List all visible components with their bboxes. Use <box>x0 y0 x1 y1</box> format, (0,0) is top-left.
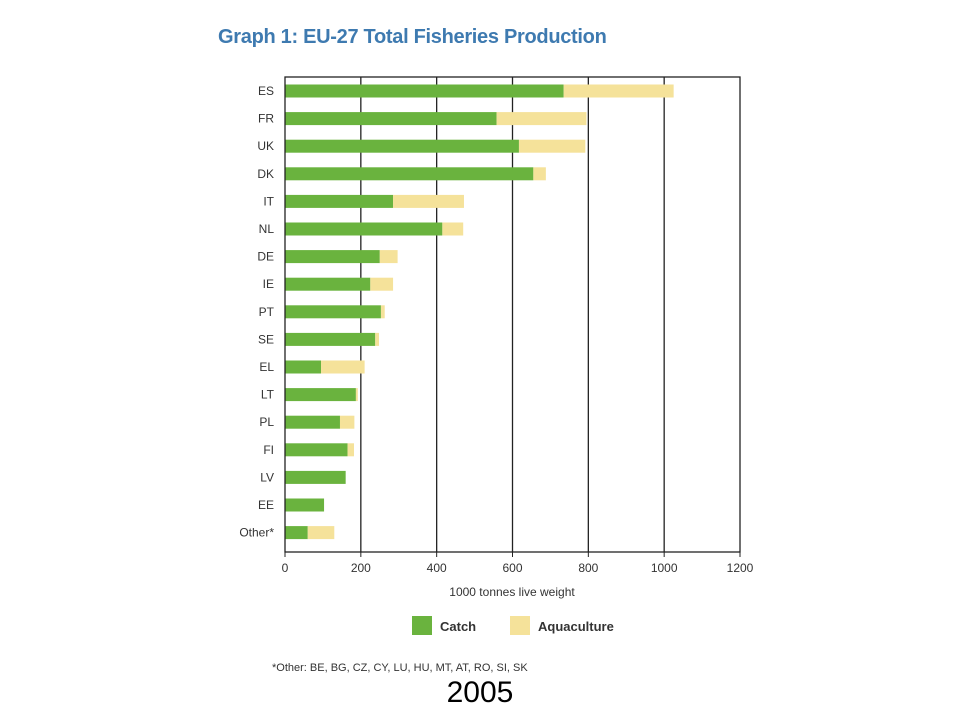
bar-aquaculture-de <box>379 250 398 264</box>
category-label: DK <box>257 167 274 181</box>
bar-aquaculture-ie <box>370 277 394 291</box>
category-label: Other* <box>239 526 274 540</box>
category-label: EE <box>258 498 274 512</box>
bar-catch-lv <box>285 470 346 484</box>
legend-label-catch: Catch <box>440 619 476 634</box>
bar-catch-dk <box>285 167 534 181</box>
legend-label-aquaculture: Aquaculture <box>538 619 614 634</box>
legend-swatch-aquaculture <box>510 616 530 635</box>
bar-catch-other <box>285 526 308 540</box>
bar-catch-es <box>285 84 564 98</box>
category-label: FI <box>263 443 274 457</box>
bar-catch-ee <box>285 498 325 512</box>
category-label: PL <box>259 415 274 429</box>
bar-aquaculture-other <box>307 526 335 540</box>
x-tick-label: 1000 <box>651 561 678 575</box>
category-labels: ES FR UK DK IT NL DE IE PT SE EL LT PL FI LV EE Other* <box>239 84 274 540</box>
bar-catch-pl <box>285 415 340 429</box>
bar-catch-pt <box>285 305 381 319</box>
x-tick-label: 0 <box>282 561 289 575</box>
category-label: PT <box>259 305 275 319</box>
bar-catch-nl <box>285 222 443 236</box>
x-tick-label: 400 <box>427 561 447 575</box>
bar-catch-fi <box>285 443 348 457</box>
category-label: UK <box>257 139 274 153</box>
bar-aquaculture-nl <box>442 222 464 236</box>
category-label: DE <box>257 250 274 264</box>
category-label: LT <box>261 388 275 402</box>
bar-catch-el <box>285 360 322 374</box>
chart-title: Graph 1: EU-27 Total Fisheries Productio… <box>218 26 607 48</box>
x-tick-label: 200 <box>351 561 371 575</box>
bar-aquaculture-es <box>563 84 674 98</box>
bar-aquaculture-uk <box>518 139 586 153</box>
category-label: FR <box>258 112 274 126</box>
bar-catch-fr <box>285 112 497 126</box>
bar-aquaculture-fi <box>347 443 355 457</box>
bar-catch-uk <box>285 139 519 153</box>
bar-aquaculture-el <box>321 360 365 374</box>
category-label: IT <box>263 194 274 208</box>
bar-catch-lt <box>285 388 356 402</box>
legend-swatch-catch <box>412 616 432 635</box>
category-label: EL <box>259 360 274 374</box>
x-tick-label: 1200 <box>727 561 754 575</box>
x-tick-label: 600 <box>502 561 522 575</box>
x-tick-labels: 0 200 400 600 800 1000 1200 <box>282 552 754 575</box>
bar-catch-it <box>285 194 394 208</box>
bar-aquaculture-fr <box>496 112 587 126</box>
bar-catch-se <box>285 332 376 346</box>
bars <box>285 84 674 540</box>
bar-catch-ie <box>285 277 371 291</box>
legend: Catch Aquaculture <box>412 616 614 635</box>
year-caption: 2005 <box>446 676 514 709</box>
category-label: IE <box>263 277 274 291</box>
bar-aquaculture-dk <box>533 167 546 181</box>
bar-aquaculture-lt <box>355 388 358 402</box>
bar-aquaculture-pt <box>380 305 385 319</box>
footnote: *Other: BE, BG, CZ, CY, LU, HU, MT, AT, … <box>272 662 528 674</box>
bar-catch-de <box>285 250 380 264</box>
x-tick-label: 800 <box>578 561 598 575</box>
category-label: SE <box>258 332 274 346</box>
category-label: ES <box>258 84 274 98</box>
category-label: LV <box>260 470 274 484</box>
bar-aquaculture-it <box>393 194 464 208</box>
bar-aquaculture-se <box>375 332 380 346</box>
bar-aquaculture-pl <box>339 415 355 429</box>
category-label: NL <box>259 222 275 236</box>
x-axis-title: 1000 tonnes live weight <box>449 585 575 599</box>
